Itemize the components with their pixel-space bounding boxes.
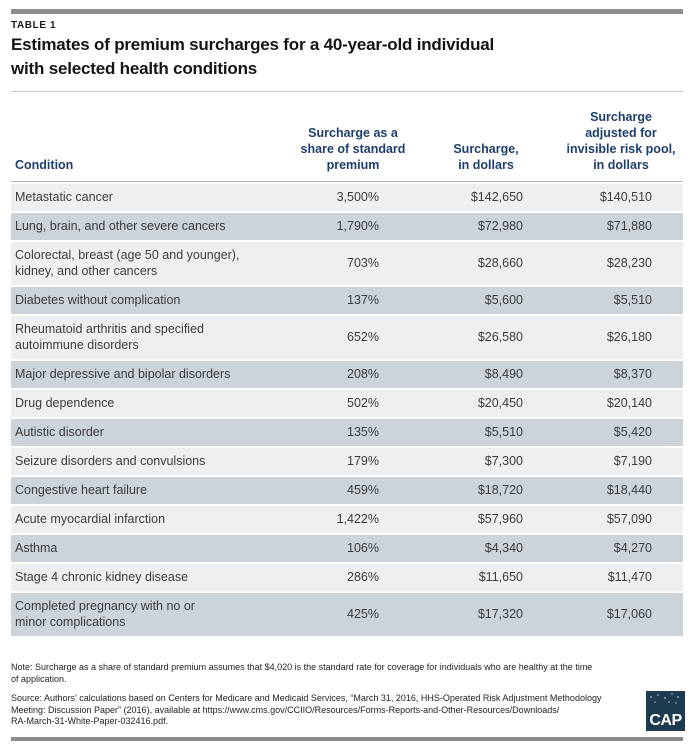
column-header-share: Surcharge as a share of standard premium xyxy=(300,126,406,172)
dollars-cell: $4,340 xyxy=(413,535,559,562)
share-cell: 3,500% xyxy=(293,184,413,211)
table-row: Metastatic cancer 3,500% $142,650 $140,5… xyxy=(11,184,683,211)
table-row: Colorectal, breast (age 50 and younger),… xyxy=(11,242,683,285)
column-header-condition: Condition xyxy=(15,158,74,172)
note-text: Note: Surcharge as a share of standard p… xyxy=(11,662,671,685)
dollars-cell: $11,650 xyxy=(413,564,559,591)
cap-logo-text: CAP xyxy=(649,712,682,729)
table-row: Rheumatoid arthritis and specified autoi… xyxy=(11,316,683,359)
condition-cell: Autistic disorder xyxy=(11,419,293,446)
share-cell: 137% xyxy=(293,287,413,314)
condition-cell: Asthma xyxy=(11,535,293,562)
column-header-adjusted: Surcharge adjusted for invisible risk po… xyxy=(566,110,676,172)
table-row: Autistic disorder 135% $5,510 $5,420 xyxy=(11,419,683,446)
table-row: Congestive heart failure 459% $18,720 $1… xyxy=(11,477,683,504)
table-row: Lung, brain, and other severe cancers 1,… xyxy=(11,213,683,240)
table-label: TABLE 1 xyxy=(11,20,57,31)
adjusted-cell: $7,190 xyxy=(559,448,683,475)
dollars-cell: $18,720 xyxy=(413,477,559,504)
dollars-cell: $20,450 xyxy=(413,390,559,417)
adjusted-cell: $140,510 xyxy=(559,184,683,211)
condition-cell: Stage 4 chronic kidney disease xyxy=(11,564,293,591)
share-cell: 1,790% xyxy=(293,213,413,240)
share-cell: 106% xyxy=(293,535,413,562)
share-cell: 179% xyxy=(293,448,413,475)
table-row: Acute myocardial infarction 1,422% $57,9… xyxy=(11,506,683,533)
condition-cell: Rheumatoid arthritis and specified autoi… xyxy=(11,316,293,359)
adjusted-cell: $17,060 xyxy=(559,593,683,636)
condition-cell: Diabetes without complication xyxy=(11,287,293,314)
dollars-cell: $26,580 xyxy=(413,316,559,359)
adjusted-cell: $8,370 xyxy=(559,361,683,388)
dollars-cell: $8,490 xyxy=(413,361,559,388)
top-rule xyxy=(11,9,683,14)
dollars-cell: $57,960 xyxy=(413,506,559,533)
adjusted-cell: $5,420 xyxy=(559,419,683,446)
source-line: RA-March-31-White-Paper-032416.pdf. xyxy=(11,716,169,726)
table-header-row: Condition Surcharge as a share of standa… xyxy=(11,92,683,182)
table-row: Completed pregnancy with no or minor com… xyxy=(11,593,683,636)
share-cell: 208% xyxy=(293,361,413,388)
adjusted-cell: $5,510 xyxy=(559,287,683,314)
share-cell: 1,422% xyxy=(293,506,413,533)
note-line: of application. xyxy=(11,673,67,684)
adjusted-cell: $11,470 xyxy=(559,564,683,591)
table-row: Diabetes without complication 137% $5,60… xyxy=(11,287,683,314)
adjusted-cell: $26,180 xyxy=(559,316,683,359)
condition-cell: Completed pregnancy with no or minor com… xyxy=(11,593,293,636)
share-cell: 703% xyxy=(293,242,413,285)
adjusted-cell: $71,880 xyxy=(559,213,683,240)
condition-cell: Acute myocardial infarction xyxy=(11,506,293,533)
share-cell: 135% xyxy=(293,419,413,446)
dollars-cell: $72,980 xyxy=(413,213,559,240)
dollars-cell: $17,320 xyxy=(413,593,559,636)
dollars-cell: $5,600 xyxy=(413,287,559,314)
share-cell: 425% xyxy=(293,593,413,636)
adjusted-cell: $57,090 xyxy=(559,506,683,533)
dollars-cell: $142,650 xyxy=(413,184,559,211)
source-line: Meeting: Discussion Paper” (2016), avail… xyxy=(11,704,560,715)
table-row: Asthma 106% $4,340 $4,270 xyxy=(11,535,683,562)
share-cell: 652% xyxy=(293,316,413,359)
source-text: Source: Authors’ calculations based on C… xyxy=(11,693,631,728)
condition-cell: Seizure disorders and convulsions xyxy=(11,448,293,475)
source-line: Source: Authors’ calculations based on C… xyxy=(11,693,602,703)
note-line: Note: Surcharge as a share of standard p… xyxy=(11,662,593,672)
condition-cell: Metastatic cancer xyxy=(11,184,293,211)
condition-cell: Drug dependence xyxy=(11,390,293,417)
table-row: Major depressive and bipolar disorders 2… xyxy=(11,361,683,388)
condition-cell: Major depressive and bipolar disorders xyxy=(11,361,293,388)
logo-figures-icon xyxy=(650,696,652,698)
condition-cell: Congestive heart failure xyxy=(11,477,293,504)
adjusted-cell: $4,270 xyxy=(559,535,683,562)
table-row: Drug dependence 502% $20,450 $20,140 xyxy=(11,390,683,417)
dollars-cell: $28,660 xyxy=(413,242,559,285)
condition-cell: Lung, brain, and other severe cancers xyxy=(11,213,293,240)
title-divider xyxy=(11,91,683,92)
cap-logo: CAP xyxy=(646,691,685,731)
share-cell: 502% xyxy=(293,390,413,417)
table-row: Stage 4 chronic kidney disease 286% $11,… xyxy=(11,564,683,591)
table-title: Estimates of premium surcharges for a 40… xyxy=(11,35,495,78)
table-row: Seizure disorders and convulsions 179% $… xyxy=(11,448,683,475)
adjusted-cell: $20,140 xyxy=(559,390,683,417)
dollars-cell: $5,510 xyxy=(413,419,559,446)
column-header-dollars: Surcharge, in dollars xyxy=(453,142,519,172)
share-cell: 286% xyxy=(293,564,413,591)
surcharge-table: Metastatic cancer 3,500% $142,650 $140,5… xyxy=(11,182,683,638)
bottom-rule xyxy=(11,737,683,741)
adjusted-cell: $18,440 xyxy=(559,477,683,504)
share-cell: 459% xyxy=(293,477,413,504)
adjusted-cell: $28,230 xyxy=(559,242,683,285)
condition-cell: Colorectal, breast (age 50 and younger),… xyxy=(11,242,293,285)
dollars-cell: $7,300 xyxy=(413,448,559,475)
